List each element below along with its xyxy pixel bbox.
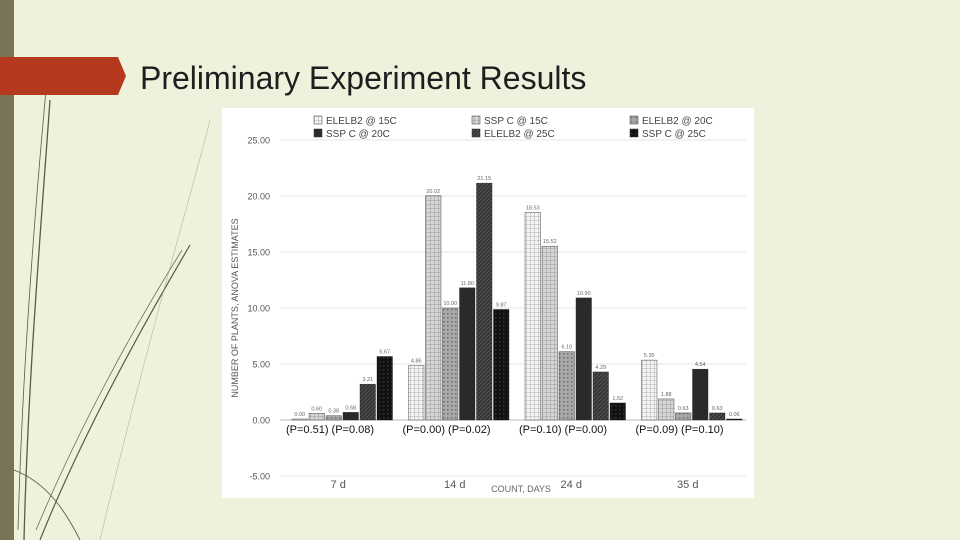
legend-label: SSP C @ 20C [326, 129, 390, 140]
p-value-label: (P=0.09) (P=0.10) [635, 424, 724, 436]
bar [459, 287, 476, 421]
bar-data-label: 5.35 [644, 353, 655, 359]
bar-data-label: 9.87 [496, 302, 507, 308]
legend-label: ELELB2 @ 25C [484, 129, 555, 140]
legend-label: ELELB2 @ 15C [326, 116, 397, 127]
bar [592, 371, 609, 421]
title-accent-tab [0, 57, 126, 95]
bar-data-label: 0.68 [345, 405, 356, 411]
legend-label: ELELB2 @ 20C [642, 116, 713, 127]
bar-data-label: 10.90 [577, 291, 591, 297]
bar-data-label: 10.00 [443, 301, 457, 307]
bar [692, 368, 709, 421]
bar [308, 413, 325, 421]
bar-data-label: 0.63 [678, 406, 689, 412]
legend-swatch [471, 128, 481, 138]
bar-data-label: 0.63 [712, 406, 723, 412]
bar-data-label: 5.67 [379, 349, 390, 355]
bar [658, 398, 675, 421]
x-category-label: 24 d [561, 479, 582, 491]
legend-swatch [471, 115, 481, 125]
y-tick-label: 0.00 [252, 416, 270, 426]
bar-data-label: 0.38 [328, 409, 339, 415]
bar-data-label: 21.15 [477, 176, 491, 182]
bar-data-label: 11.80 [461, 281, 474, 287]
bar-data-label: 18.53 [526, 205, 540, 211]
bar-data-label: 4.54 [695, 362, 706, 368]
p-value-label: (P=0.10) (P=0.00) [519, 424, 608, 436]
bar [291, 418, 308, 421]
bar-data-label: 0.60 [311, 406, 322, 412]
bar [641, 359, 658, 421]
bar-data-label: 1.52 [612, 396, 623, 402]
p-value-label: (P=0.51) (P=0.08) [286, 424, 375, 436]
chart-panel: -5.00 0.00 5.00 10.00 15.00 20.00 25.00 NUMBER … [222, 108, 754, 498]
x-category-label: 7 d [331, 479, 346, 491]
bar-data-label: 15.52 [543, 239, 557, 245]
x-category-label: 35 d [677, 479, 698, 491]
y-tick-label: -5.00 [249, 472, 270, 482]
bar [575, 297, 592, 421]
bar [558, 351, 575, 421]
legend-swatch [629, 128, 639, 138]
bar-data-label: 20.02 [426, 189, 440, 195]
bar [425, 195, 442, 421]
bar [726, 418, 743, 421]
y-tick-label: 15.00 [247, 248, 270, 258]
bar-data-label: 4.29 [595, 365, 606, 371]
bar [709, 412, 726, 421]
bar-data-label: 6.10 [561, 345, 572, 351]
bar [376, 356, 393, 421]
bar [359, 383, 376, 421]
bar-data-label: 0.00 [294, 412, 305, 418]
legend-swatch [629, 115, 639, 125]
bar [524, 212, 541, 421]
y-axis-label: NUMBER OF PLANTS, ANOVA ESTIMATES [230, 218, 240, 397]
legend-label: SSP C @ 15C [484, 116, 548, 127]
bar [675, 412, 692, 421]
bar [325, 415, 342, 421]
bar [541, 245, 558, 421]
bar [476, 182, 493, 421]
y-tick-label: 25.00 [247, 136, 270, 146]
p-value-label: (P=0.00) (P=0.02) [402, 424, 491, 436]
bar [442, 307, 459, 421]
bar-chart: -5.00 0.00 5.00 10.00 15.00 20.00 25.00 NUMBER … [230, 115, 746, 494]
legend-swatch [313, 115, 323, 125]
bar-data-label: 0.06 [729, 412, 740, 418]
y-tick-label: 20.00 [247, 192, 270, 202]
bar-data-label: 1.88 [661, 392, 672, 398]
bar [408, 365, 425, 421]
slide-title: Preliminary Experiment Results [140, 60, 587, 96]
y-tick-label: 5.00 [252, 360, 270, 370]
legend-label: SSP C @ 25C [642, 129, 706, 140]
y-tick-label: 10.00 [247, 304, 270, 314]
bar [609, 402, 626, 421]
left-accent-bar [0, 0, 14, 540]
bar [493, 309, 510, 421]
bar-data-label: 3.21 [362, 377, 373, 383]
x-axis-label: COUNT, DAYS [491, 484, 551, 494]
bar-data-label: 4.86 [411, 359, 422, 365]
bar [342, 412, 359, 421]
legend-swatch [313, 128, 323, 138]
x-category-label: 14 d [444, 479, 465, 491]
